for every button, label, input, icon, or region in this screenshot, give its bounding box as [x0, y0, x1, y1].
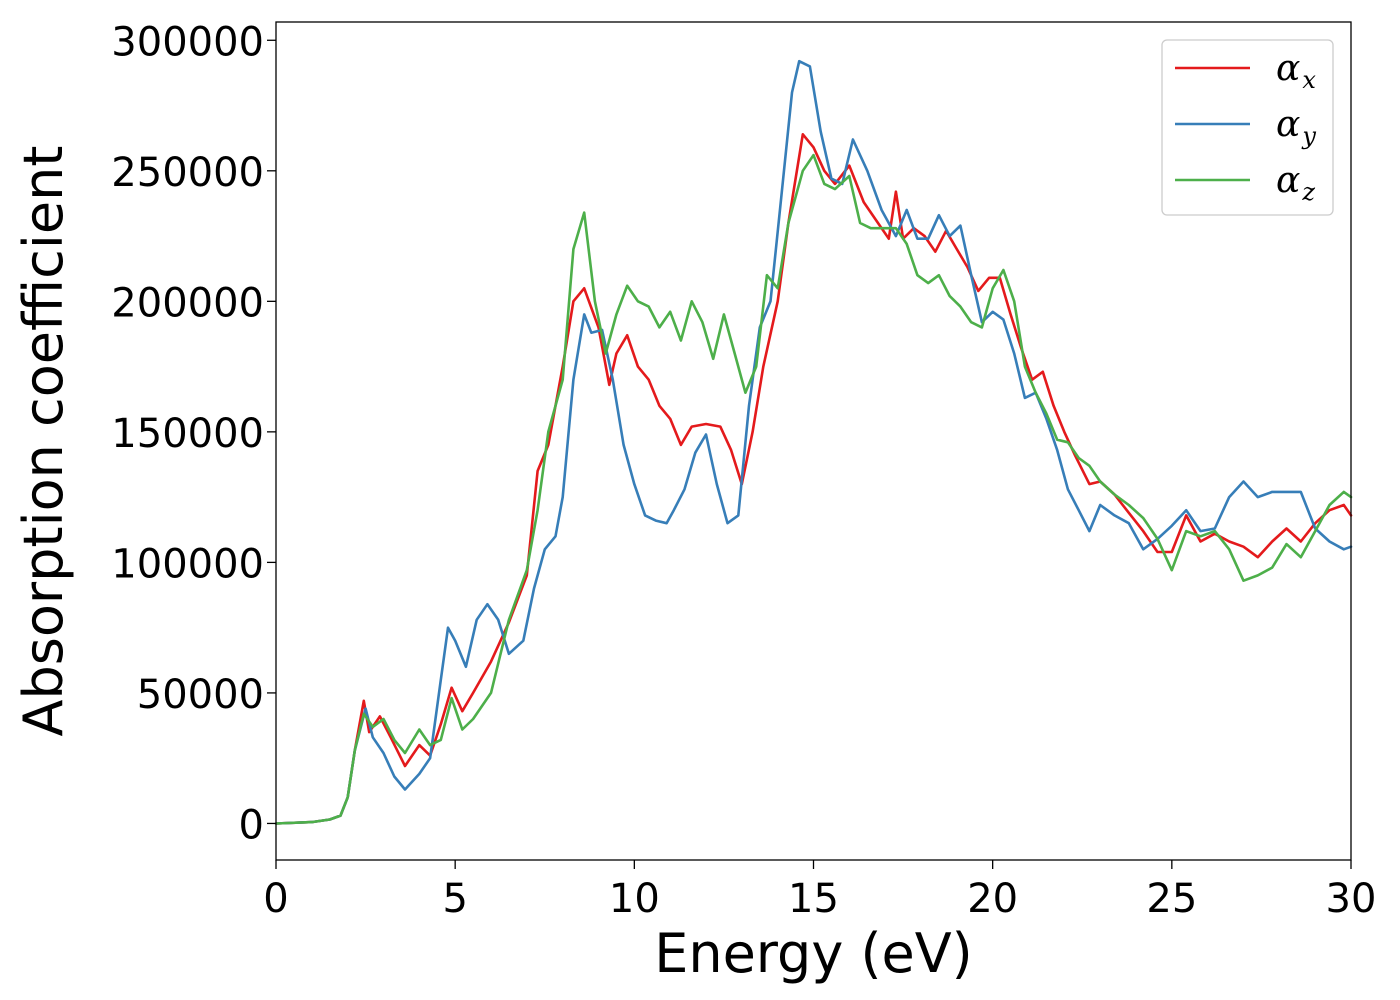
legend-symbol: α: [1276, 48, 1300, 89]
x-axis-label: Energy (eV): [654, 922, 973, 985]
y-tick-label: 150000: [111, 411, 264, 457]
y-axis: 0 50000 100000 150000 200000 250000 300000: [111, 19, 276, 848]
series-line-x: [274, 133, 1353, 825]
legend-symbol: α: [1276, 104, 1300, 145]
y-tick-label: 0: [239, 802, 264, 848]
x-tick-label: 0: [263, 876, 288, 922]
legend-subscript: x: [1302, 66, 1316, 94]
x-tick-label: 20: [967, 876, 1018, 922]
y-tick-label: 200000: [111, 280, 264, 326]
x-axis: 0 5 10 15 20 25 30: [263, 860, 1376, 922]
x-tick-label: 30: [1326, 876, 1377, 922]
series-line-y: [274, 59, 1353, 825]
legend-entry-x: αx: [1276, 48, 1316, 94]
y-tick-label: 250000: [111, 150, 264, 196]
y-axis-label: Absorption coefficient: [12, 146, 75, 737]
y-tick-label: 300000: [111, 19, 264, 65]
x-tick-label: 15: [788, 876, 839, 922]
x-tick-label: 5: [442, 876, 467, 922]
x-tick-label: 10: [609, 876, 660, 922]
y-tick-label: 50000: [137, 672, 264, 718]
legend-box: [1161, 39, 1334, 216]
legend-subscript: y: [1301, 122, 1316, 150]
legend-entry-y: αy: [1276, 104, 1316, 150]
legend-entry-z: αz: [1276, 160, 1315, 206]
x-tick-label: 25: [1146, 876, 1197, 922]
legend-subscript: z: [1301, 178, 1315, 206]
series-layer: [274, 59, 1353, 825]
y-tick-label: 100000: [111, 541, 264, 587]
legend-symbol: α: [1276, 160, 1300, 201]
series-line-z: [274, 153, 1353, 825]
